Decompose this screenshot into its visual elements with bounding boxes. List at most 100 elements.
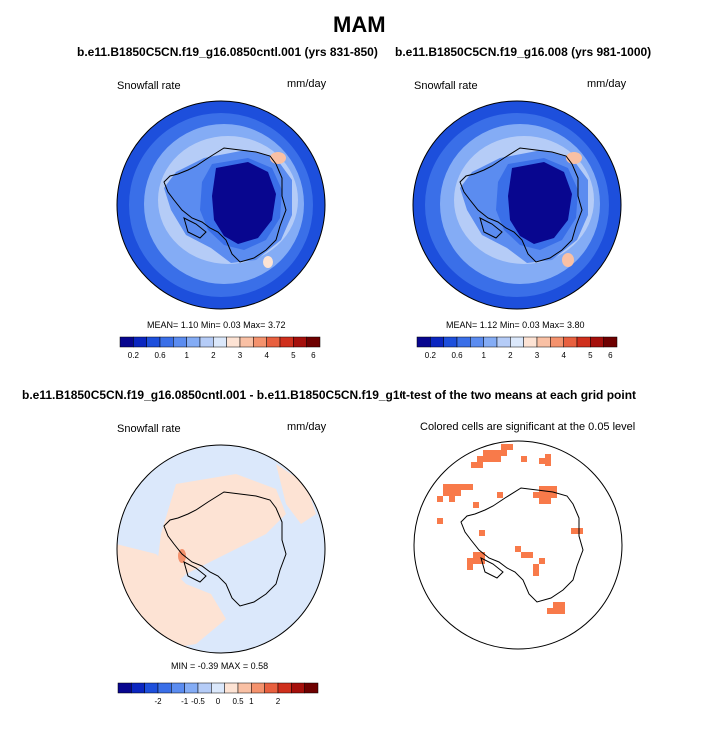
significant-cell — [467, 484, 473, 490]
panel3-colorbar: -2 -1 -0.5 0 0.5 1 2 — [117, 682, 319, 706]
panel2-plateau-shade — [508, 162, 572, 244]
significant-cell — [551, 492, 557, 498]
panel3-colorbar-tick-label: -0.5 — [191, 697, 205, 706]
panel2-colorbar-swatch — [550, 336, 564, 348]
significant-cell — [545, 498, 551, 504]
panel3-units-label: mm/day — [287, 421, 327, 433]
panel1-colorbar-tick-label: 3 — [238, 351, 243, 360]
panel2-mean-label: MEAN= — [446, 320, 478, 330]
panel3-colorbar-swatch — [171, 682, 185, 694]
significant-cell — [507, 444, 513, 450]
significant-cell — [437, 496, 443, 502]
panel3-min-label: MIN = — [171, 661, 196, 671]
panel3-colorbar-swatch — [131, 682, 145, 694]
panel2-colorbar-swatch — [470, 336, 484, 348]
panel2-min-label: Min= — [499, 320, 520, 330]
panel1-colorbar-tick-label: 6 — [311, 351, 316, 360]
significant-cell — [449, 484, 455, 490]
panel2-colorbar-swatch — [563, 336, 578, 348]
panel3-colorbar-swatch — [264, 682, 279, 694]
panel2-min-value: 0.03 — [522, 320, 540, 330]
panel2-title: b.e11.B1850C5CN.f19_g16.008 (yrs 981-100… — [395, 45, 652, 59]
significant-cell — [489, 456, 495, 462]
panel3-colorbar-swatch — [157, 682, 172, 694]
panel2-colorbar-tick-label: 1 — [481, 351, 486, 360]
panel2-colorbar-tick-label: 6 — [608, 351, 613, 360]
significant-cell — [501, 450, 507, 456]
panel1-colorbar-swatch — [213, 336, 227, 348]
panel2-colorbar-swatch — [456, 336, 471, 348]
panel2-units-label: mm/day — [587, 78, 627, 90]
panel1-colorbar-swatch — [306, 336, 321, 348]
significant-cell — [545, 486, 551, 492]
significant-cell — [545, 454, 551, 460]
panel1-antarctica-coastline — [163, 147, 287, 263]
panel2-colorbar-swatch — [536, 336, 551, 348]
panel3-colorbar-tick-label: 0.5 — [232, 697, 244, 706]
panel3-colorbar-swatch — [184, 682, 199, 694]
panel1-colorbar-swatch — [186, 336, 201, 348]
significant-cell — [443, 484, 449, 490]
panel2-mean-value: 1.12 — [479, 320, 498, 330]
panel3-colorbar-swatch — [304, 682, 319, 694]
panel2-colorbar-swatch — [510, 336, 524, 348]
significant-cell — [539, 458, 545, 464]
significant-cell — [533, 492, 539, 498]
panel3-colorbar-tick-label: 0 — [216, 697, 221, 706]
figure-title: MAM — [333, 12, 386, 37]
panel3-min-value: -0.39 — [197, 661, 219, 671]
significant-cell — [455, 484, 461, 490]
panel1-variable-label: Snowfall rate — [117, 80, 181, 92]
panel3-max-value: 0.58 — [250, 661, 269, 671]
panel1-colorbar-swatch — [279, 336, 294, 348]
significant-cell — [477, 456, 483, 462]
panel2-max-value: 3.80 — [566, 320, 585, 330]
panel4-map-border — [413, 440, 623, 650]
panel2-colorbar-swatch — [443, 336, 458, 348]
panel2-map — [412, 100, 622, 310]
panel1-min-value: 0.03 — [223, 320, 241, 330]
significant-cell — [553, 602, 559, 608]
panel2-colorbar-tick-label: 4 — [561, 351, 566, 360]
panel3-colorbar-swatch — [144, 682, 159, 694]
panel1-min-label: Min= — [200, 320, 221, 330]
significant-cell — [449, 496, 455, 502]
panel1-colorbar-swatch — [199, 336, 214, 348]
significant-cell — [483, 456, 489, 462]
panel1-colorbar: 0.2 0.6 1 2 3 4 5 6 — [119, 336, 321, 360]
panel3-colorbar-tick-label: 2 — [276, 697, 281, 706]
panel3-map — [116, 444, 326, 654]
significant-cell — [473, 552, 479, 558]
panel2-variable-label: Snowfall rate — [414, 80, 478, 92]
panel1-colorbar-swatch — [239, 336, 254, 348]
significant-cell — [539, 492, 545, 498]
panel1-colorbar-tick-label: 5 — [291, 351, 296, 360]
panel4-significant-cells — [437, 444, 583, 614]
significant-cell — [527, 552, 533, 558]
panel1-colorbar-swatch — [133, 336, 147, 348]
panel1-map-border — [116, 100, 326, 310]
panel1-stats: MEAN= 1.10 Min= 0.03 Max= 3.72 — [147, 320, 285, 330]
panel2-colorbar-swatch — [483, 336, 498, 348]
significant-cell — [483, 450, 489, 456]
panel3-map-border — [116, 444, 326, 654]
significant-cell — [539, 498, 545, 504]
significant-cell — [559, 608, 565, 614]
panel1-max-label: Max= — [243, 320, 266, 330]
panel2-colorbar-tick-label: 3 — [535, 351, 540, 360]
panel3-max-label: MAX = — [220, 661, 249, 671]
significant-cell — [471, 462, 477, 468]
panel1-colorbar-tick-label: 4 — [264, 351, 269, 360]
significant-cell — [497, 492, 503, 498]
panel1-colorbar-swatch — [119, 336, 134, 348]
panel1-title: b.e11.B1850C5CN.f19_g16.0850cntl.001 (yr… — [77, 45, 378, 59]
panel1-positive-patch-se — [263, 256, 273, 268]
significant-cell — [467, 564, 473, 570]
significant-cell — [501, 444, 507, 450]
significant-cell — [539, 486, 545, 492]
significant-cell — [443, 490, 449, 496]
panel2-colorbar: 0.2 0.6 1 2 3 4 5 6 — [416, 336, 618, 360]
panel2-colorbar-swatch — [496, 336, 511, 348]
panel4-title: t-test of the two means at each grid poi… — [402, 388, 637, 402]
